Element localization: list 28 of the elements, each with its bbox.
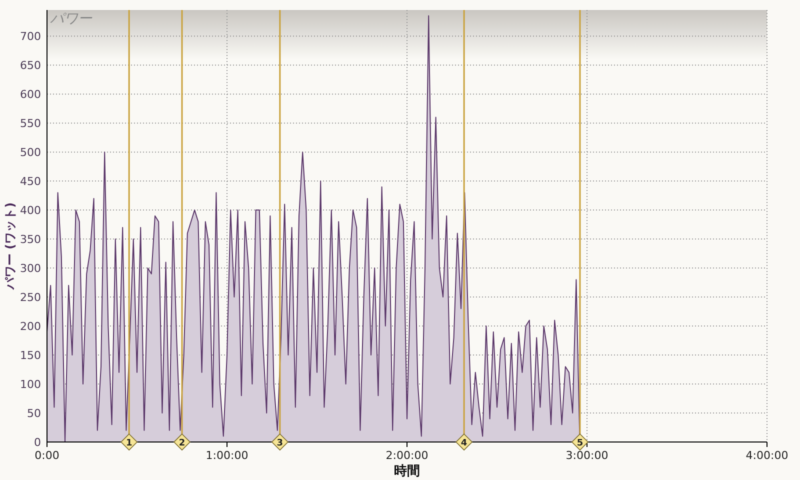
y-tick-label: 450	[20, 175, 41, 188]
x-tick-label: 2:00:00	[386, 449, 428, 462]
annotation: 5	[576, 438, 584, 448]
y-tick-label: 400	[20, 204, 41, 218]
y-tick-label: 700	[20, 30, 41, 44]
y-tick-label: 650	[20, 59, 41, 72]
y-axis-title: パワー (ワット)	[3, 202, 17, 291]
y-tick-label: 250	[20, 291, 41, 304]
y-tick-label: 0	[34, 436, 41, 449]
annotation: 1	[126, 438, 132, 448]
y-tick-label: 600	[20, 88, 41, 102]
annotation: 4	[460, 438, 468, 448]
y-tick-label: 150	[20, 349, 41, 362]
x-tick-label: 4:00:00	[746, 449, 788, 462]
y-tick-label: 200	[20, 320, 41, 334]
x-tick-label: 1:00:00	[206, 449, 248, 462]
x-axis-title: 時間	[394, 464, 420, 479]
x-tick-label: 3:00:00	[566, 449, 608, 462]
y-tick-label: 550	[20, 117, 41, 130]
chart-title: パワー	[50, 11, 93, 27]
annotation: 3	[276, 438, 284, 448]
y-tick-label: 50	[27, 407, 41, 420]
y-tick-label: 300	[20, 262, 41, 276]
y-tick-label: 500	[20, 146, 41, 160]
x-tick-label: 0:00	[34, 449, 60, 462]
y-tick-label: 350	[20, 233, 41, 246]
annotation: 2	[178, 438, 186, 448]
y-tick-label: 100	[20, 378, 41, 392]
